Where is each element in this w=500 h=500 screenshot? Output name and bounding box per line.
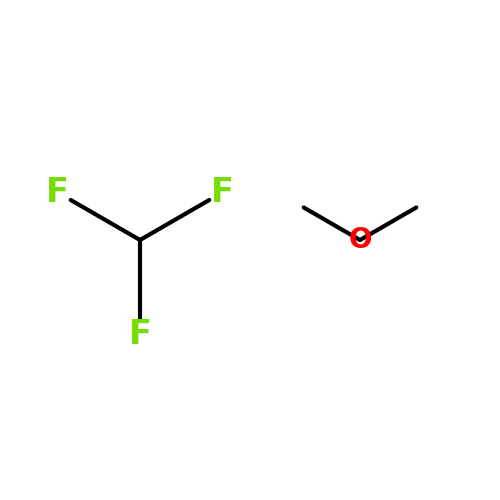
Text: O: O [348, 226, 372, 254]
Text: F: F [46, 176, 69, 209]
Text: F: F [128, 318, 152, 352]
Text: F: F [211, 176, 234, 209]
